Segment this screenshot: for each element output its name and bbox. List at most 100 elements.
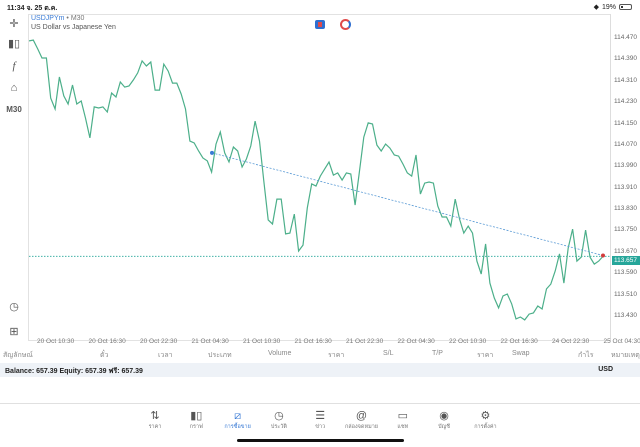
- candlestick-icon[interactable]: ▮▯: [7, 38, 21, 50]
- balance-bar: Balance: 657.39 Equity: 657.39 ฟรี: 657.…: [0, 363, 640, 377]
- symbol-separator: •: [66, 15, 69, 22]
- column-header[interactable]: Volume: [268, 350, 292, 357]
- price-chart[interactable]: [28, 15, 611, 342]
- x-tick-label: 22 Oct 04:30: [397, 338, 435, 345]
- trade-levels-icon[interactable]: [340, 19, 351, 30]
- nav-label: การตั้งค่า: [474, 424, 497, 430]
- nav-label: การซื้อขาย: [224, 424, 251, 430]
- y-tick-label: 114.150: [614, 119, 638, 127]
- y-tick-label: 113.510: [614, 290, 638, 298]
- timeframe-button[interactable]: M30: [6, 105, 22, 114]
- nav-sort-arrows[interactable]: ⇅ ราคา: [135, 409, 175, 431]
- column-header[interactable]: T/P: [432, 350, 443, 357]
- x-tick-label: 20 Oct 10:30: [37, 338, 75, 345]
- history-icon: ◷: [274, 410, 284, 422]
- nav-label: กราฟ: [189, 424, 203, 430]
- nav-label: ประวัติ: [270, 424, 287, 430]
- x-tick-label: 21 Oct 04:30: [191, 338, 229, 345]
- status-clock: 11:34: [7, 5, 25, 12]
- bottom-navigation: ⇅ ราคา ▮▯ กราฟ ⧄ การซื้อขาย ◷ ประวัติ ☰ ข่าว @ กล่อ…: [0, 403, 640, 447]
- column-header[interactable]: ราคา: [328, 352, 345, 359]
- wifi-icon: ◆: [593, 4, 599, 11]
- nav-candlestick[interactable]: ▮▯ กราฟ: [176, 409, 216, 431]
- x-tick-label: 24 Oct 22:30: [552, 338, 590, 345]
- positions-table-header: สัญลักษณ์ ตั๋ว เวลา ประเภท Volume ราคา S/L T/P ร…: [0, 349, 640, 361]
- price-series-line: [28, 39, 604, 321]
- nav-history[interactable]: ◷ ประวัติ: [259, 409, 299, 431]
- balance-currency: USD: [598, 366, 613, 373]
- chart-area[interactable]: [28, 14, 611, 342]
- status-date: จ. 25 ต.ค.: [26, 5, 58, 12]
- account-icon: ◉: [439, 410, 449, 422]
- y-tick-label: 113.430: [614, 312, 638, 319]
- price-axis[interactable]: 114.470 114.390 114.310 114.230 114.150 114.0…: [610, 14, 640, 341]
- nav-chat[interactable]: ▭ แชท: [383, 409, 423, 431]
- nav-news[interactable]: ☰ ข่าว: [300, 409, 340, 431]
- nav-label: ราคา: [148, 424, 162, 430]
- nav-account[interactable]: ◉ บัญชี: [424, 409, 464, 431]
- nav-label: กล่องจดหมาย: [344, 424, 379, 430]
- y-tick-label: 113.670: [614, 247, 638, 255]
- y-tick-label: 113.910: [614, 183, 638, 191]
- column-header[interactable]: ราคา: [477, 352, 494, 359]
- one-click-trading-icon[interactable]: [315, 20, 325, 29]
- column-header[interactable]: S/L: [383, 350, 394, 357]
- battery-status: ◆ 19%: [594, 3, 632, 11]
- status-time: 11:34 จ. 25 ต.ค.: [7, 3, 57, 14]
- status-bar: 11:34 จ. 25 ต.ค. ◆ 19%: [0, 0, 640, 14]
- nav-settings[interactable]: ⚙ การตั้งค่า: [465, 409, 505, 431]
- nav-label: บัญชี: [438, 424, 451, 430]
- crosshair-icon[interactable]: ✛: [9, 18, 19, 30]
- symbol-name: USDJPYm: [31, 15, 65, 22]
- chart-description: US Dollar vs Japanese Yen: [31, 24, 116, 31]
- y-tick-label: 114.070: [614, 140, 638, 148]
- x-tick-label: 21 Oct 16:30: [294, 338, 332, 345]
- column-header[interactable]: เวลา: [158, 352, 173, 359]
- column-header[interactable]: กำไร: [578, 352, 594, 359]
- balance-text: Balance: 657.39 Equity: 657.39 ฟรี: 657.…: [5, 368, 143, 375]
- symbol-timeframe: M30: [70, 15, 85, 22]
- y-tick-label: 113.750: [614, 226, 638, 234]
- x-tick-label: 21 Oct 10:30: [243, 338, 281, 345]
- nav-trade-chart[interactable]: ⧄ การซื้อขาย: [218, 409, 258, 431]
- x-tick-label: 22 Oct 16:30: [500, 338, 538, 345]
- battery-icon: [619, 4, 632, 10]
- x-tick-label: 21 Oct 22:30: [346, 338, 384, 345]
- column-header[interactable]: หมายเหตุ: [611, 352, 640, 359]
- x-tick-label: 25 Oct 04:30: [603, 338, 640, 345]
- trendline-end-handle: [601, 253, 605, 258]
- column-header[interactable]: สัญลักษณ์: [3, 352, 33, 359]
- shapes-icon[interactable]: ⌂: [10, 82, 18, 94]
- y-tick-label: 113.830: [614, 205, 638, 213]
- y-tick-label: 113.590: [614, 269, 638, 277]
- y-tick-label: 113.990: [614, 162, 638, 170]
- column-header[interactable]: ประเภท: [208, 352, 232, 359]
- battery-percent: 19%: [601, 3, 616, 11]
- chart-symbol: USDJPYm • M30: [31, 15, 84, 22]
- x-tick-label: 22 Oct 10:30: [449, 338, 487, 345]
- x-tick-label: 20 Oct 22:30: [140, 338, 178, 345]
- clock-zoom-icon[interactable]: ◷: [9, 301, 19, 313]
- current-price-tag: 113.657: [612, 256, 640, 266]
- column-header[interactable]: ตั๋ว: [100, 352, 109, 359]
- y-tick-label: 114.310: [614, 76, 638, 84]
- trade-chart-icon: ⧄: [234, 410, 242, 422]
- y-tick-label: 114.230: [614, 98, 638, 106]
- settings-icon: ⚙: [480, 410, 491, 422]
- nav-mailbox[interactable]: @ กล่องจดหมาย: [342, 409, 382, 431]
- y-tick-label: 114.390: [614, 55, 638, 63]
- add-box-icon[interactable]: ⊞: [9, 326, 19, 338]
- nav-label: ข่าว: [315, 424, 326, 430]
- chart-toolbar: ✛ ▮▯ f ⌂ M30 ◷ ⊞: [0, 14, 28, 344]
- column-header[interactable]: Swap: [512, 350, 530, 357]
- x-tick-label: 20 Oct 16:30: [88, 338, 126, 345]
- chat-icon: ▭: [397, 410, 408, 422]
- mailbox-icon: @: [355, 410, 368, 422]
- home-indicator: [237, 439, 404, 442]
- nav-label: แชท: [397, 424, 409, 430]
- news-icon: ☰: [315, 410, 326, 422]
- trendline-start-handle: [210, 150, 214, 155]
- function-icon[interactable]: f: [12, 60, 16, 72]
- trendline: [211, 152, 604, 256]
- y-tick-label: 114.470: [614, 34, 638, 41]
